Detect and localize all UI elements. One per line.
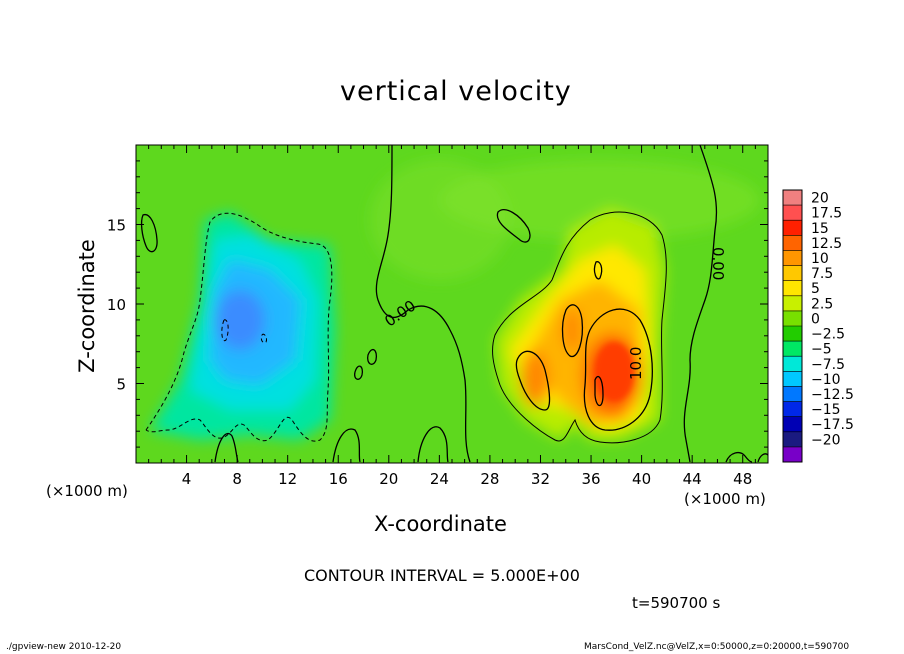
positive-10-contour <box>594 375 604 407</box>
zero-contour-loop <box>367 348 378 365</box>
colorbar-level-label: −10 <box>811 372 841 388</box>
negative-contour <box>221 319 229 342</box>
positive-10-contour <box>583 308 653 431</box>
colorbar-level-label: −2.5 <box>811 327 845 343</box>
contour-interval-text: CONTOUR INTERVAL = 5.000E+00 <box>304 566 580 585</box>
velocity-field <box>136 145 768 463</box>
colorbar-swatch <box>783 446 802 463</box>
positive-10-contour <box>593 261 603 280</box>
field-light-green-region <box>440 160 760 240</box>
colorbar-level-label: 10 <box>811 251 829 267</box>
zero-contour-loop <box>496 209 531 243</box>
colorbar-swatch <box>783 280 802 297</box>
colorbar-swatch <box>783 220 802 236</box>
colorbar-level-label: 5 <box>811 281 820 297</box>
x-axis-tick-labels: 4 8 12 16 20 24 28 32 36 40 44 48 <box>182 470 752 488</box>
x-tick-label: 44 <box>683 470 702 488</box>
colorbar-swatch <box>783 371 802 387</box>
chart-title: vertical velocity <box>340 76 572 107</box>
colorbar-swatch <box>783 326 802 342</box>
positive-10-contour <box>561 304 584 358</box>
colorbar <box>782 189 803 463</box>
field-downdraft-region <box>215 290 265 350</box>
colorbar-level-label: −15 <box>811 402 841 418</box>
negative-contour <box>260 333 267 343</box>
x-tick-label: 32 <box>531 470 550 488</box>
y-tick-label: 10 <box>107 296 126 314</box>
colorbar-swatch <box>783 235 802 251</box>
colorbar-swatch <box>783 356 802 372</box>
contour-label: 0.00 <box>709 247 727 280</box>
colorbar-swatch <box>783 416 802 433</box>
colorbar-level-label: 17.5 <box>811 206 842 222</box>
y-axis-label: Z-coordinate <box>75 239 99 373</box>
field-updraft-core <box>594 342 634 402</box>
x-tick-label: 36 <box>581 470 600 488</box>
x-axis-ticks <box>148 145 756 463</box>
field-updraft-region <box>562 308 582 352</box>
colorbar-level-label: 20 <box>811 191 829 207</box>
colorbar-swatch <box>783 431 802 448</box>
colorbar-level-label: 0 <box>811 311 820 327</box>
colorbar-swatch <box>783 250 802 267</box>
zero-contour-loop <box>214 432 239 463</box>
colorbar-level-label: 2.5 <box>811 296 833 312</box>
colorbar-swatch <box>783 341 802 357</box>
footer-right: MarsCond_VelZ.nc@VelZ,x=0:50000,z=0:2000… <box>584 642 850 652</box>
y-tick-label: 5 <box>116 376 126 394</box>
x-tick-label: 28 <box>480 470 499 488</box>
x-tick-label: 4 <box>182 470 192 488</box>
field-light-green-region <box>370 160 510 280</box>
x-axis-unit: (×1000 m) <box>684 490 766 508</box>
y-axis-tick-labels: 5 10 15 <box>107 217 126 394</box>
x-axis-label: X-coordinate <box>374 512 507 536</box>
colorbar-swatch <box>783 386 802 403</box>
colorbar-swatch <box>783 265 802 282</box>
colorbar-level-label: −7.5 <box>811 357 845 373</box>
zero-contour-main <box>375 145 471 463</box>
z-axis-unit: (×1000 m) <box>46 482 128 500</box>
colorbar-level-label: 15 <box>811 221 829 237</box>
x-tick-label: 24 <box>430 470 449 488</box>
colorbar-level-label: −20 <box>811 432 841 448</box>
zero-contour-loop <box>417 426 449 463</box>
colorbar-level-label: −5 <box>811 342 832 358</box>
field-updraft-region <box>521 350 549 406</box>
colorbar-level-label: 12.5 <box>811 236 842 252</box>
positive-10-contour <box>515 350 551 411</box>
x-tick-label: 16 <box>329 470 348 488</box>
colorbar-swatch <box>783 401 802 418</box>
x-tick-label: 20 <box>379 470 398 488</box>
colorbar-labels: 2017.51512.5107.552.50−2.5−5−7.5−10−12.5… <box>811 191 854 449</box>
zero-contour-east <box>683 145 718 463</box>
zero-contour-loop <box>757 453 768 463</box>
colorbar-swatch <box>783 190 802 206</box>
zero-contour-loop <box>140 213 158 253</box>
footer-left: ./gpview-new 2010-12-20 <box>6 642 122 652</box>
contour-lines <box>140 145 768 463</box>
colorbar-swatch <box>783 310 802 327</box>
zero-contour-loop <box>332 428 361 463</box>
colorbar-swatch <box>783 295 802 312</box>
x-tick-label: 8 <box>232 470 242 488</box>
x-tick-label: 48 <box>733 470 752 488</box>
y-axis-ticks <box>136 160 768 448</box>
negative-contour <box>145 212 333 442</box>
colorbar-level-label: 7.5 <box>811 266 833 282</box>
contour-label: 10.0 <box>627 347 645 380</box>
colorbar-level-label: −17.5 <box>811 417 854 433</box>
x-tick-label: 40 <box>632 470 651 488</box>
zero-contour-loop <box>725 451 753 463</box>
colorbar-swatch <box>783 205 802 221</box>
zero-contour-loop <box>353 365 364 380</box>
positive-5-contour <box>492 211 667 444</box>
x-tick-label: 12 <box>278 470 297 488</box>
time-label: t=590700 s <box>632 594 721 612</box>
colorbar-level-label: −12.5 <box>811 387 854 403</box>
y-tick-label: 15 <box>107 217 126 235</box>
